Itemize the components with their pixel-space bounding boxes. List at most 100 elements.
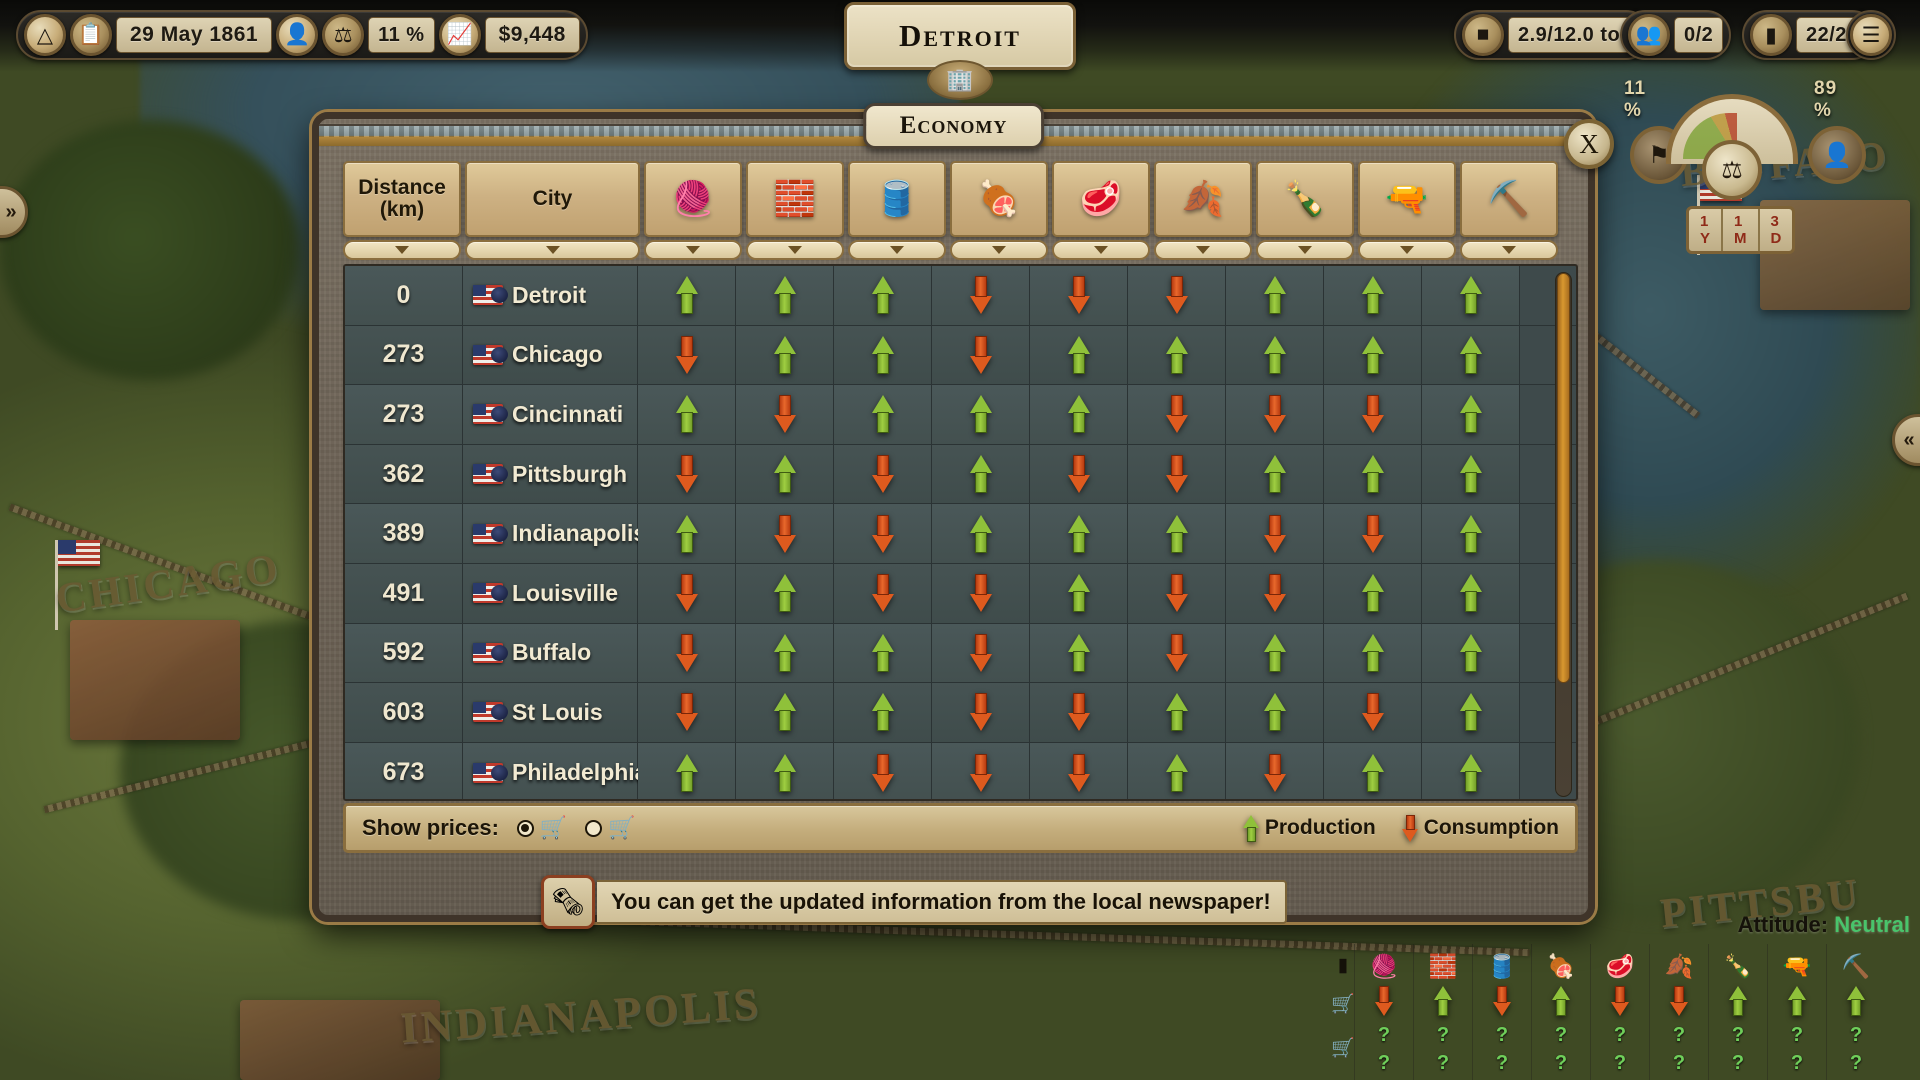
cell-tobacco[interactable] — [1128, 325, 1226, 385]
sort-button-weapons[interactable] — [1358, 240, 1456, 260]
sort-button-cotton[interactable] — [644, 240, 742, 260]
table-row[interactable]: 273 Cincinnati — [345, 385, 1576, 445]
cell-oil[interactable] — [834, 266, 932, 325]
cell-grain[interactable] — [932, 266, 1030, 325]
cell-coal[interactable] — [1422, 742, 1520, 799]
cell-cotton[interactable] — [638, 325, 736, 385]
ledger-icon[interactable]: 📋 — [70, 14, 112, 56]
cell-coal[interactable] — [1422, 683, 1520, 742]
cell-alcohol[interactable] — [1226, 444, 1324, 504]
cell-tobacco[interactable] — [1128, 742, 1226, 799]
cell-coal[interactable] — [1422, 623, 1520, 683]
cell-alcohol[interactable] — [1226, 504, 1324, 563]
cell-fur[interactable] — [1030, 623, 1128, 683]
cell-weapons[interactable] — [1324, 563, 1422, 623]
cell-oil[interactable] — [834, 623, 932, 683]
cell-grain[interactable] — [932, 623, 1030, 683]
column-header-weapons[interactable]: 🔫 — [1358, 161, 1456, 237]
commodity-column-8[interactable]: ⛏️?? — [1826, 944, 1885, 1080]
cell-oil[interactable] — [834, 444, 932, 504]
cell-steel[interactable] — [736, 325, 834, 385]
column-header-fur[interactable]: 🥩 — [1052, 161, 1150, 237]
scales-icon[interactable]: ⚖ — [322, 14, 365, 56]
close-icon[interactable]: X — [1564, 119, 1614, 169]
cell-tobacco[interactable] — [1128, 683, 1226, 742]
cell-alcohol[interactable] — [1226, 385, 1324, 444]
cell-weapons[interactable] — [1324, 623, 1422, 683]
time-button-1[interactable]: 1 M — [1723, 209, 1760, 251]
cell-weapons[interactable] — [1324, 385, 1422, 444]
table-scrollbar-thumb[interactable] — [1557, 273, 1570, 683]
cell-alcohol[interactable] — [1226, 563, 1324, 623]
commodity-column-6[interactable]: 🍾?? — [1708, 944, 1767, 1080]
cell-steel[interactable] — [736, 266, 834, 325]
cell-steel[interactable] — [736, 683, 834, 742]
cell-fur[interactable] — [1030, 385, 1128, 444]
cell-cotton[interactable] — [638, 385, 736, 444]
cell-tobacco[interactable] — [1128, 623, 1226, 683]
cell-grain[interactable] — [932, 444, 1030, 504]
column-header-alcohol[interactable]: 🍾 — [1256, 161, 1354, 237]
cell-cotton[interactable] — [638, 504, 736, 563]
commodity-column-3[interactable]: 🍖?? — [1531, 944, 1590, 1080]
cell-cotton[interactable] — [638, 623, 736, 683]
cell-oil[interactable] — [834, 325, 932, 385]
cell-steel[interactable] — [736, 444, 834, 504]
cell-coal[interactable] — [1422, 385, 1520, 444]
table-row[interactable]: 273 Chicago — [345, 325, 1576, 386]
cell-grain[interactable] — [932, 504, 1030, 563]
cell-tobacco[interactable] — [1128, 563, 1226, 623]
cell-grain[interactable] — [932, 742, 1030, 799]
column-header-grain[interactable]: 🍖 — [950, 161, 1048, 237]
cell-fur[interactable] — [1030, 742, 1128, 799]
cell-steel[interactable] — [736, 563, 834, 623]
cell-weapons[interactable] — [1324, 504, 1422, 563]
cell-coal[interactable] — [1422, 563, 1520, 623]
commodity-column-5[interactable]: 🍂?? — [1649, 944, 1708, 1080]
cell-fur[interactable] — [1030, 325, 1128, 385]
sort-button-steel[interactable] — [746, 240, 844, 260]
cell-oil[interactable] — [834, 504, 932, 563]
cell-alcohol[interactable] — [1226, 742, 1324, 799]
cell-coal[interactable] — [1422, 444, 1520, 504]
column-header-cotton[interactable]: 🧶 — [644, 161, 742, 237]
table-row[interactable]: 673 Philadelphia — [345, 742, 1576, 799]
cell-weapons[interactable] — [1324, 266, 1422, 325]
cell-cotton[interactable] — [638, 444, 736, 504]
growth-chart-icon[interactable]: 📈 — [438, 14, 481, 56]
column-header-coal[interactable]: ⛏️ — [1460, 161, 1558, 237]
cell-alcohol[interactable] — [1226, 266, 1324, 325]
time-button-0[interactable]: 1 Y — [1689, 209, 1723, 251]
commodity-column-1[interactable]: 🧱?? — [1413, 944, 1472, 1080]
cell-tobacco[interactable] — [1128, 266, 1226, 325]
cell-fur[interactable] — [1030, 266, 1128, 325]
sort-button-city[interactable] — [465, 240, 640, 260]
radio-sell[interactable] — [585, 819, 603, 837]
column-header-steel[interactable]: 🧱 — [746, 161, 844, 237]
cell-oil[interactable] — [834, 742, 932, 799]
cell-coal[interactable] — [1422, 266, 1520, 325]
cell-grain[interactable] — [932, 385, 1030, 444]
table-scrollbar[interactable] — [1555, 272, 1572, 797]
commodity-column-2[interactable]: 🛢️?? — [1472, 944, 1531, 1080]
radio-buy[interactable] — [516, 819, 534, 837]
cell-steel[interactable] — [736, 504, 834, 563]
table-row[interactable]: 362 Pittsburgh — [345, 444, 1576, 505]
cell-cotton[interactable] — [638, 683, 736, 742]
cell-fur[interactable] — [1030, 444, 1128, 504]
cell-alcohol[interactable] — [1226, 623, 1324, 683]
sort-button-distance[interactable] — [343, 240, 461, 260]
table-row[interactable]: 603 St Louis — [345, 683, 1576, 743]
person-icon[interactable]: 👤 — [276, 14, 319, 56]
commodity-column-4[interactable]: 🥩?? — [1590, 944, 1649, 1080]
sort-button-fur[interactable] — [1052, 240, 1150, 260]
sort-button-tobacco[interactable] — [1154, 240, 1252, 260]
cell-weapons[interactable] — [1324, 742, 1422, 799]
cell-tobacco[interactable] — [1128, 385, 1226, 444]
cell-coal[interactable] — [1422, 325, 1520, 385]
cell-alcohol[interactable] — [1226, 325, 1324, 385]
cell-grain[interactable] — [932, 683, 1030, 742]
column-header-city[interactable]: City — [465, 161, 640, 237]
cell-fur[interactable] — [1030, 504, 1128, 563]
cell-weapons[interactable] — [1324, 683, 1422, 742]
